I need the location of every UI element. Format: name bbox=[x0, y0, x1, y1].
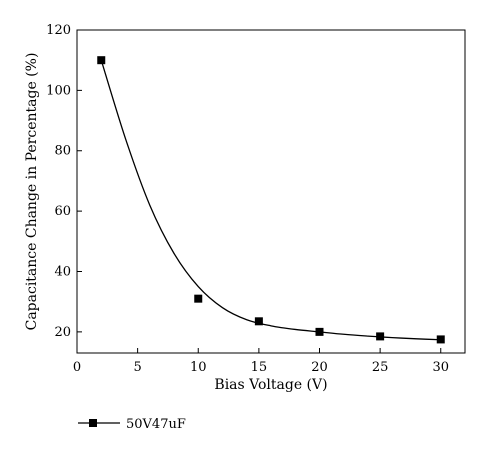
data-point bbox=[376, 332, 385, 341]
y-tick-label: 100 bbox=[46, 83, 71, 98]
series-layer bbox=[97, 56, 445, 344]
data-point bbox=[254, 317, 263, 326]
y-axis: 20 40 60 80 100 120 bbox=[46, 23, 82, 340]
x-tick-label: 10 bbox=[190, 360, 207, 375]
data-point bbox=[315, 327, 324, 336]
x-tick-label: 20 bbox=[311, 360, 328, 375]
y-tick-label: 60 bbox=[54, 204, 71, 219]
legend-label: 50V47uF bbox=[126, 417, 186, 432]
x-axis: 0 5 10 15 20 25 30 bbox=[73, 348, 449, 375]
x-tick-label: 25 bbox=[372, 360, 389, 375]
data-point bbox=[436, 335, 445, 344]
x-tick-label: 0 bbox=[73, 360, 81, 375]
y-axis-label: Capacitance Change in Percentage (%) bbox=[24, 53, 40, 331]
data-point bbox=[97, 56, 106, 65]
plot-border bbox=[76, 29, 466, 354]
series-fit-line bbox=[100, 59, 441, 341]
x-tick-label: 5 bbox=[133, 360, 141, 375]
legend-marker bbox=[89, 419, 97, 427]
y-tick-label: 40 bbox=[54, 264, 71, 279]
y-tick-label: 80 bbox=[54, 144, 71, 159]
legend: 50V47uF bbox=[78, 417, 186, 432]
x-axis-label: Bias Voltage (V) bbox=[214, 377, 327, 393]
x-tick-label: 30 bbox=[432, 360, 449, 375]
x-tick-label: 15 bbox=[251, 360, 268, 375]
y-tick-label: 120 bbox=[46, 23, 71, 38]
y-tick-label: 20 bbox=[54, 325, 71, 340]
plot-area bbox=[76, 29, 466, 354]
data-point bbox=[194, 294, 203, 303]
